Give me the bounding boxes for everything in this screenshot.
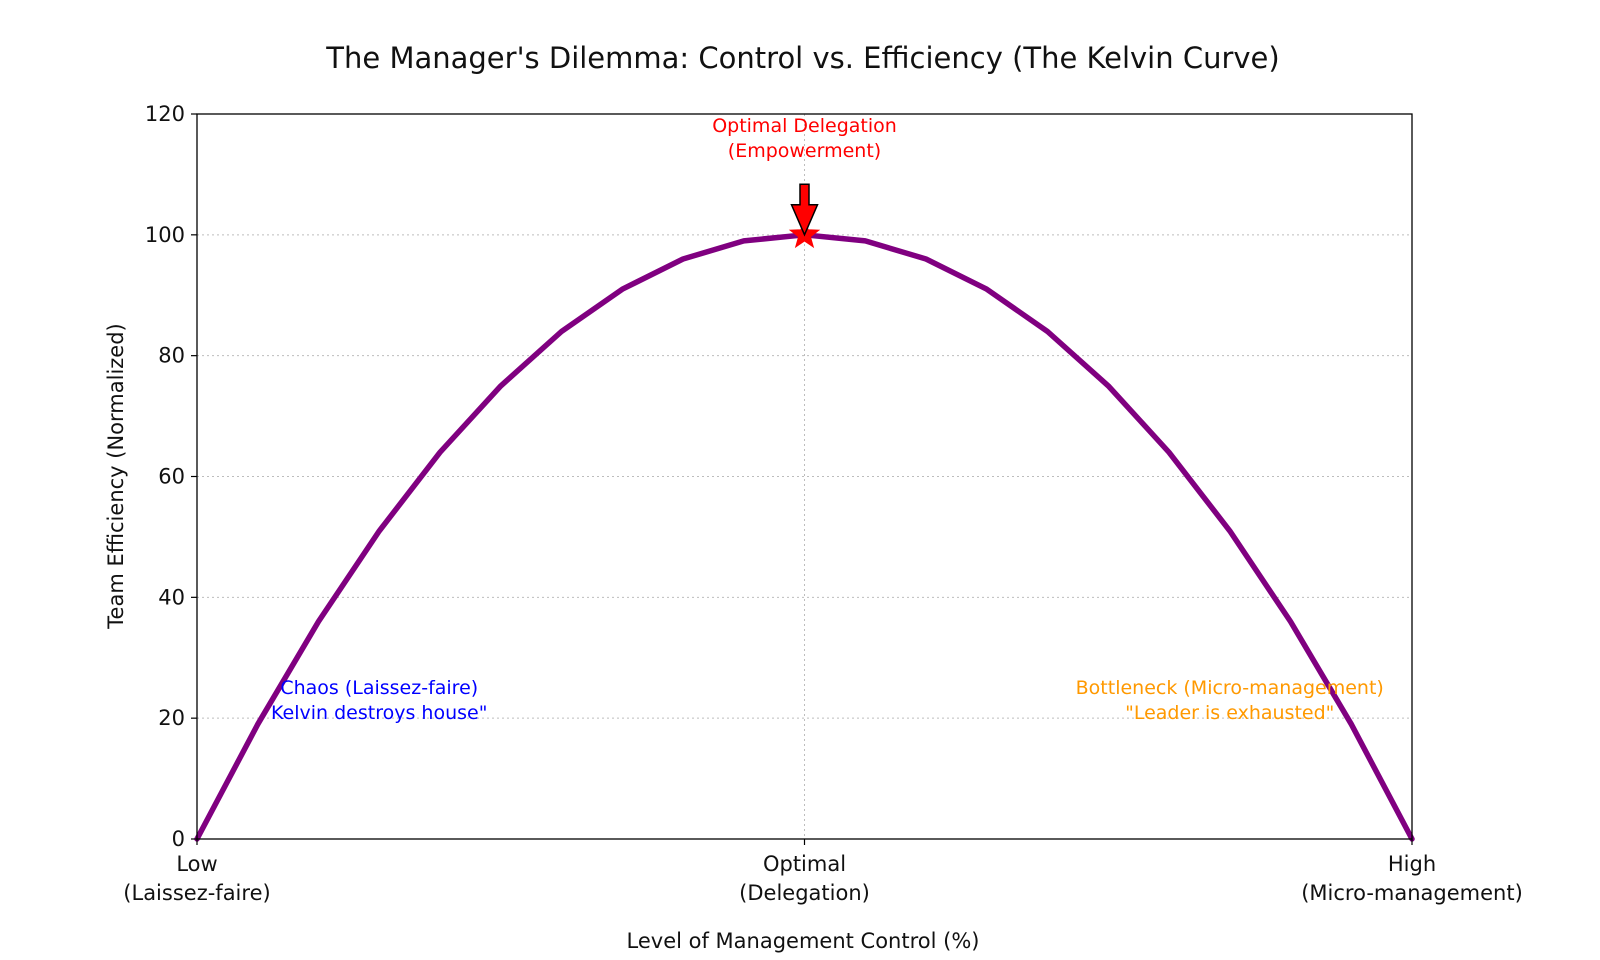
y-axis-ticks: 0 20 40 60 80 100 120 (145, 102, 197, 851)
annotation-bottleneck: Bottleneck (Micro-management) "Leader is … (1076, 677, 1384, 724)
annotations: Optimal Delegation (Empowerment) Chaos (La… (271, 115, 1384, 724)
annotation-chaos: Chaos (Laissez-faire) Kelvin destroys hou… (271, 677, 487, 724)
y-tick-label-1: 20 (158, 706, 185, 730)
annotation-arrow (790, 183, 819, 237)
y-axis-label: Team Efficiency (Normalized) (104, 323, 128, 629)
y-tick-label-0: 0 (172, 827, 185, 851)
y-tick-label-3: 60 (158, 465, 185, 489)
annotation-optimal: Optimal Delegation (Empowerment) (712, 115, 897, 162)
y-tick-label-5: 100 (145, 223, 185, 247)
x-axis-label: Level of Management Control (%) (627, 929, 980, 953)
y-tick-label-6: 120 (145, 102, 185, 126)
y-tick-label-4: 80 (158, 344, 185, 368)
x-tick-label-1: Optimal (Delegation) (739, 852, 870, 905)
chart-title: The Manager's Dilemma: Control vs. Effic… (325, 41, 1279, 75)
y-tick-label-2: 40 (158, 585, 185, 609)
x-axis-ticks: Low (Laissez-faire) Optimal (Delegation) Hig… (123, 839, 1523, 905)
x-tick-label-0: Low (Laissez-faire) (123, 852, 270, 905)
x-tick-label-2: High (Micro-management) (1301, 852, 1523, 905)
